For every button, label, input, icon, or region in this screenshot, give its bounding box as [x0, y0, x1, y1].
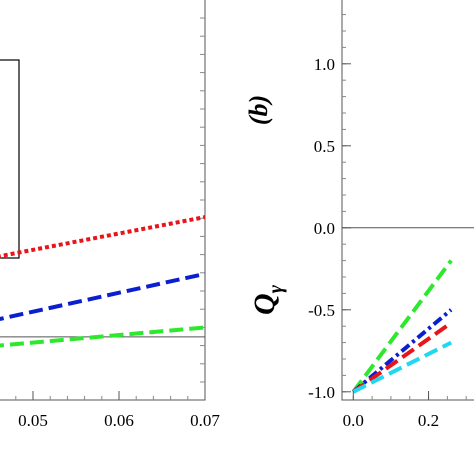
right-x-tick-label: 0.2: [418, 411, 439, 430]
left-series-line-2: [0, 325, 206, 348]
y-axis-label: Qγ: [248, 284, 287, 315]
left-series-line-0: [0, 215, 206, 259]
right-y-tick-label: 0.5: [314, 137, 335, 156]
right-y-tick-label: 0.0: [314, 219, 335, 238]
right-y-tick-label: -0.5: [308, 301, 335, 320]
y-axis-label-main: Q: [248, 293, 281, 315]
right-series-line-3: [352, 340, 453, 394]
left-legend-box: [0, 59, 20, 259]
left-plot-frame: [0, 0, 206, 401]
y-axis-label-subscript: γ: [265, 284, 287, 293]
right-series-line-2: [352, 321, 453, 394]
left-x-tick-label: 0.06: [104, 411, 134, 430]
right-panel: -1.0 -0.5 0.0 0.5 1.0 0.0 0.2 (b) Qγ: [244, 0, 474, 430]
right-x-tick-label: 0.0: [343, 411, 364, 430]
left-panel: 0.05 0.06 0.07: [0, 0, 220, 430]
right-series-line-0: [351, 259, 453, 393]
right-plot-frame: [341, 0, 474, 401]
left-x-tick-label: 0.07: [190, 411, 220, 430]
panel-label: (b): [244, 95, 273, 125]
right-y-tick-label: -1.0: [308, 383, 335, 402]
left-series-line-1: [0, 271, 206, 322]
left-x-tick-label: 0.05: [18, 411, 48, 430]
right-y-tick-label: 1.0: [314, 55, 335, 74]
